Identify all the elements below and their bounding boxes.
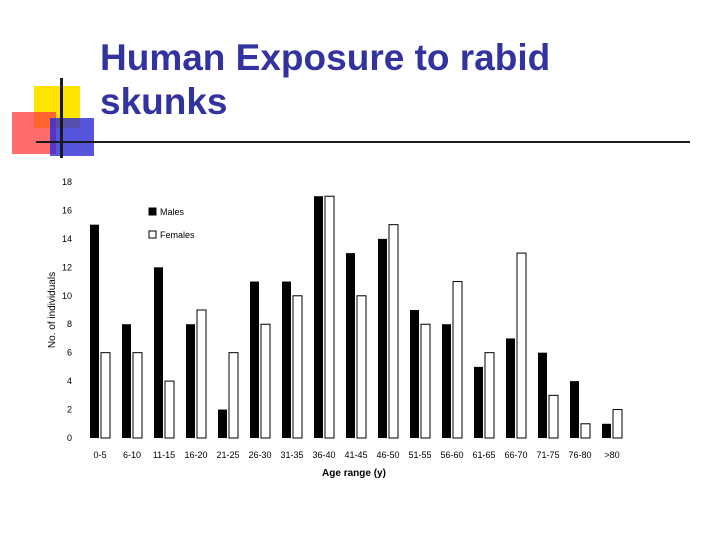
bar-females bbox=[196, 309, 207, 439]
y-tick-label: 16 bbox=[62, 205, 72, 215]
y-axis-label: No. of individuals bbox=[47, 272, 58, 348]
x-tick-label: 51-55 bbox=[408, 450, 431, 460]
bar-males bbox=[474, 366, 483, 438]
y-tick-label: 6 bbox=[67, 348, 72, 358]
bar-females bbox=[388, 224, 399, 439]
x-tick-label: 66-70 bbox=[504, 450, 527, 460]
x-tick-label: 46-50 bbox=[376, 450, 399, 460]
bar-males bbox=[378, 238, 387, 438]
legend-swatch-females bbox=[148, 230, 157, 239]
bar-males bbox=[506, 338, 515, 438]
legend-label-males: Males bbox=[160, 207, 185, 217]
y-tick-label: 0 bbox=[67, 433, 72, 443]
bar-males bbox=[186, 324, 195, 438]
bar-females bbox=[516, 252, 527, 439]
bar-males bbox=[538, 352, 547, 438]
bar-males bbox=[154, 267, 163, 438]
bar-females bbox=[228, 352, 239, 439]
bar-males bbox=[410, 310, 419, 438]
bar-males bbox=[314, 196, 323, 438]
bar-females bbox=[420, 323, 431, 439]
y-tick-label: 2 bbox=[67, 405, 72, 415]
bar-males bbox=[602, 423, 611, 438]
bar-males bbox=[346, 253, 355, 438]
bar-males bbox=[442, 324, 451, 438]
x-axis-label: Age range (y) bbox=[322, 468, 386, 479]
x-tick-label: 6-10 bbox=[123, 450, 141, 460]
decor-horizontal-line bbox=[36, 141, 690, 143]
x-tick-label: 31-35 bbox=[280, 450, 303, 460]
x-tick-label: 56-60 bbox=[440, 450, 463, 460]
plot-area: 0 2 4 6 8 10 12 14 16 18 0-5 6-10 11-15 16-20 21-25 26-… bbox=[62, 177, 623, 460]
bar-females bbox=[612, 409, 623, 439]
bar-females bbox=[356, 295, 367, 439]
x-tick-label: 11-15 bbox=[153, 450, 175, 460]
bar-females bbox=[324, 195, 335, 439]
bar-males bbox=[122, 324, 131, 438]
bar-males bbox=[282, 281, 291, 438]
y-tick-label: 8 bbox=[67, 319, 72, 329]
bar-males bbox=[250, 281, 259, 438]
x-tick-label: 21-25 bbox=[216, 450, 239, 460]
bar-females bbox=[484, 352, 495, 439]
x-tick-label: 71-75 bbox=[536, 450, 559, 460]
x-tick-label: 0-5 bbox=[93, 450, 106, 460]
x-tick-label: 26-30 bbox=[248, 450, 271, 460]
x-tick-label: >80 bbox=[604, 450, 619, 460]
y-tick-label: 12 bbox=[62, 262, 72, 272]
y-tick-label: 14 bbox=[62, 234, 72, 244]
bar-males bbox=[218, 409, 227, 438]
bar-males bbox=[570, 381, 579, 438]
x-tick-label: 36-40 bbox=[312, 450, 335, 460]
y-tick-label: 10 bbox=[62, 291, 72, 301]
legend-swatch-males bbox=[148, 207, 157, 216]
bar-females bbox=[260, 323, 271, 439]
y-tick-label: 4 bbox=[67, 376, 72, 386]
bar-females bbox=[452, 281, 463, 439]
bar-females bbox=[580, 423, 591, 439]
y-tick-label: 18 bbox=[62, 177, 72, 187]
bar-males bbox=[90, 224, 99, 438]
x-tick-label: 61-65 bbox=[472, 450, 495, 460]
decor-red-square bbox=[12, 112, 56, 154]
x-tick-label: 76-80 bbox=[568, 450, 591, 460]
legend-label-females: Females bbox=[160, 230, 195, 240]
bar-females bbox=[548, 394, 559, 439]
decor-blue-square bbox=[50, 118, 94, 156]
bar-females bbox=[292, 295, 303, 439]
bar-females bbox=[164, 380, 175, 439]
decor-vertical-line bbox=[60, 78, 63, 158]
legend: Males Females bbox=[148, 207, 195, 240]
bar-females bbox=[100, 352, 111, 439]
x-tick-label: 16-20 bbox=[184, 450, 207, 460]
x-tick-label: 41-45 bbox=[344, 450, 367, 460]
slide-title: Human Exposure to rabid skunks bbox=[100, 37, 551, 122]
bar-females bbox=[132, 352, 143, 439]
